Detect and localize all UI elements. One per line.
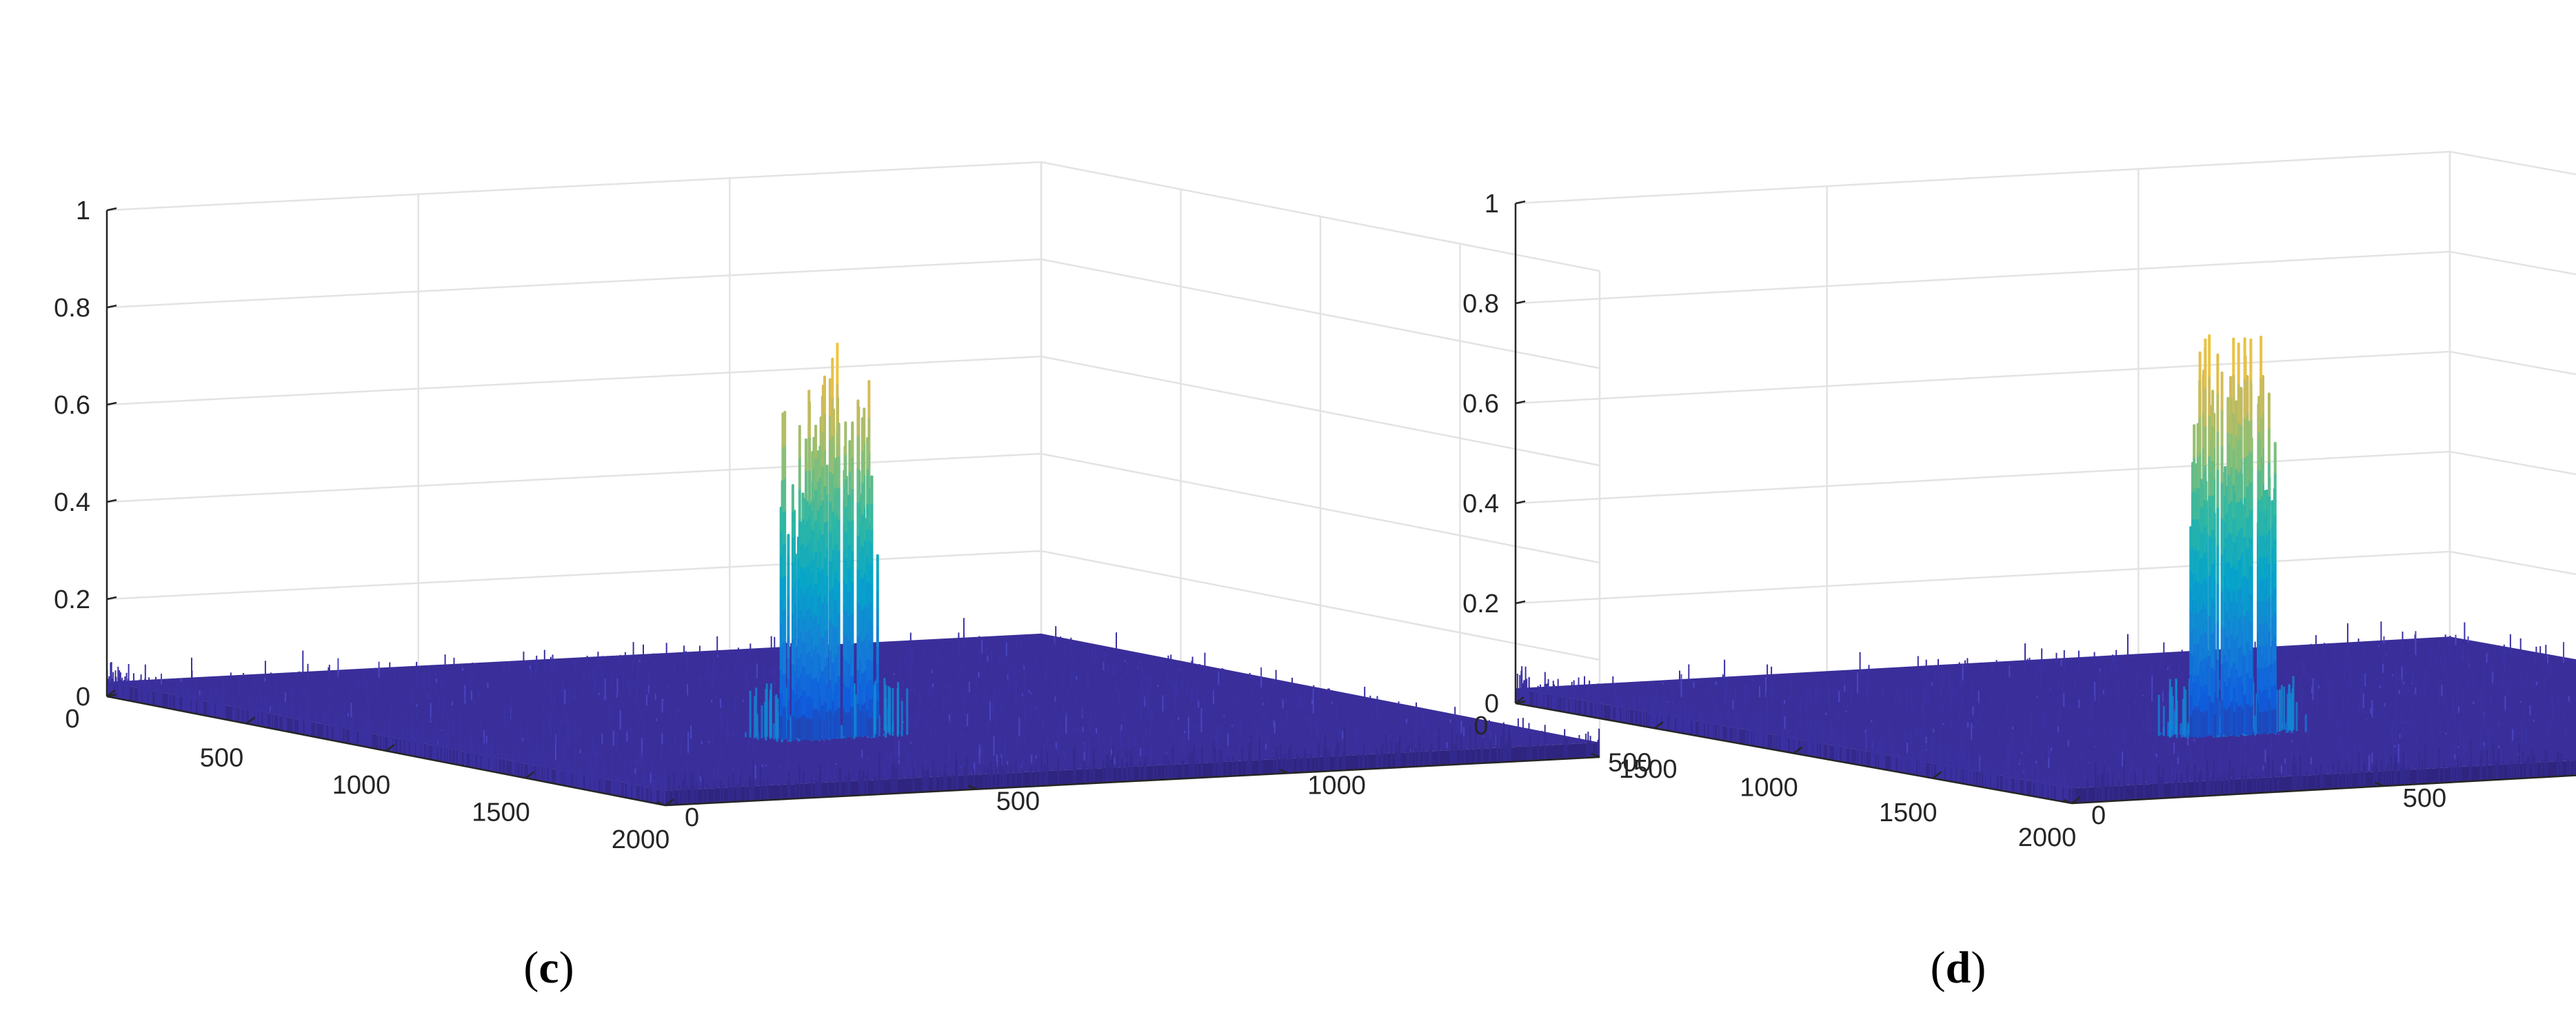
x-tick [665,798,674,806]
x-tick-label: 2000 [2018,823,2077,852]
z-tick-label: 0.6 [54,391,90,420]
z-tick [106,401,117,406]
surface [106,342,1600,805]
y-axis-line [665,756,1600,807]
x-tick-label: 500 [1608,748,1651,777]
x-tick [525,771,535,779]
x-tick [2071,796,2081,804]
y-tick-label: 500 [2403,784,2446,813]
z-tick-label: 0 [76,683,90,712]
y-tick [656,801,666,807]
z-tick [106,596,117,601]
axes [1514,200,2576,805]
x-tick-label: 1500 [472,798,530,827]
caption-d: (d) [1931,943,1986,993]
surface-front-noise [1516,666,2575,803]
y-tick-label: 0 [685,803,699,832]
axes [105,207,1600,807]
caption-c: (c) [523,943,574,993]
x-tick-label: 1000 [1740,774,1798,803]
z-tick [106,207,117,212]
z-tick [106,499,117,503]
x-tick-label: 0 [1473,712,1488,741]
z-tick-label: 0.8 [1462,290,1499,319]
y-tick [968,785,978,790]
tick-labels: 00.20.40.60.8105001000150020000500100015… [1462,190,2446,852]
z-tick-label: 1 [1485,190,1499,219]
surface [1516,334,2576,803]
x-tick-label: 2000 [612,825,670,854]
y-tick-label: 500 [996,787,1040,816]
y-tick [1279,769,1289,774]
surface-plot-c: 00.20.40.60.8105001000150020000500100015… [54,161,1678,854]
x-tick [1515,696,1525,704]
y-tick [2375,781,2384,787]
z-tick [1515,600,1526,605]
surface-peak [745,342,909,743]
y-axis-line [2071,774,2576,805]
z-tick [106,304,117,309]
z-tick-label: 0 [1485,690,1499,718]
surface-peak [2157,334,2307,739]
z-tick-label: 0.6 [1462,390,1499,419]
x-tick-label: 1000 [332,771,391,800]
z-tick-label: 0.4 [1462,490,1499,519]
z-tick-label: 0.8 [54,294,90,323]
y-tick-label: 1500 [1619,755,1678,784]
tick-labels: 0 0.2 0.4 0.6 0.8 1 0 500 1000 1500 2000 0 500 1000 15… [54,197,1677,854]
x-tick [245,716,256,725]
z-tick-label: 1 [76,197,90,225]
z-tick [1515,500,1526,505]
surface-floor [1516,636,2576,789]
z-tick-label: 0.4 [54,488,90,517]
surface-front-face [107,681,665,805]
z-tick [1515,300,1526,305]
y-tick [2063,798,2073,805]
x-tick-label: 0 [65,705,79,734]
x-tick [385,744,395,752]
z-tick-label: 0.2 [54,585,90,614]
x-tick [1932,771,1942,779]
x-tick-label: 1500 [1879,798,1938,827]
x-tick [1654,721,1664,730]
x-tick [106,690,116,697]
x-tick-label: 500 [200,744,243,773]
z-tick [1515,200,1526,205]
y-tick [1591,752,1600,758]
surface-plot-d: 00.20.40.60.8105001000150020000500100015… [1462,150,2576,852]
y-tick-label: 0 [2091,801,2106,830]
y-tick-label: 1000 [1307,771,1366,800]
x-tick [1793,746,1803,754]
z-tick-label: 0.2 [1462,590,1499,618]
z-tick [1515,400,1526,405]
surface-front-noise [106,662,1600,805]
